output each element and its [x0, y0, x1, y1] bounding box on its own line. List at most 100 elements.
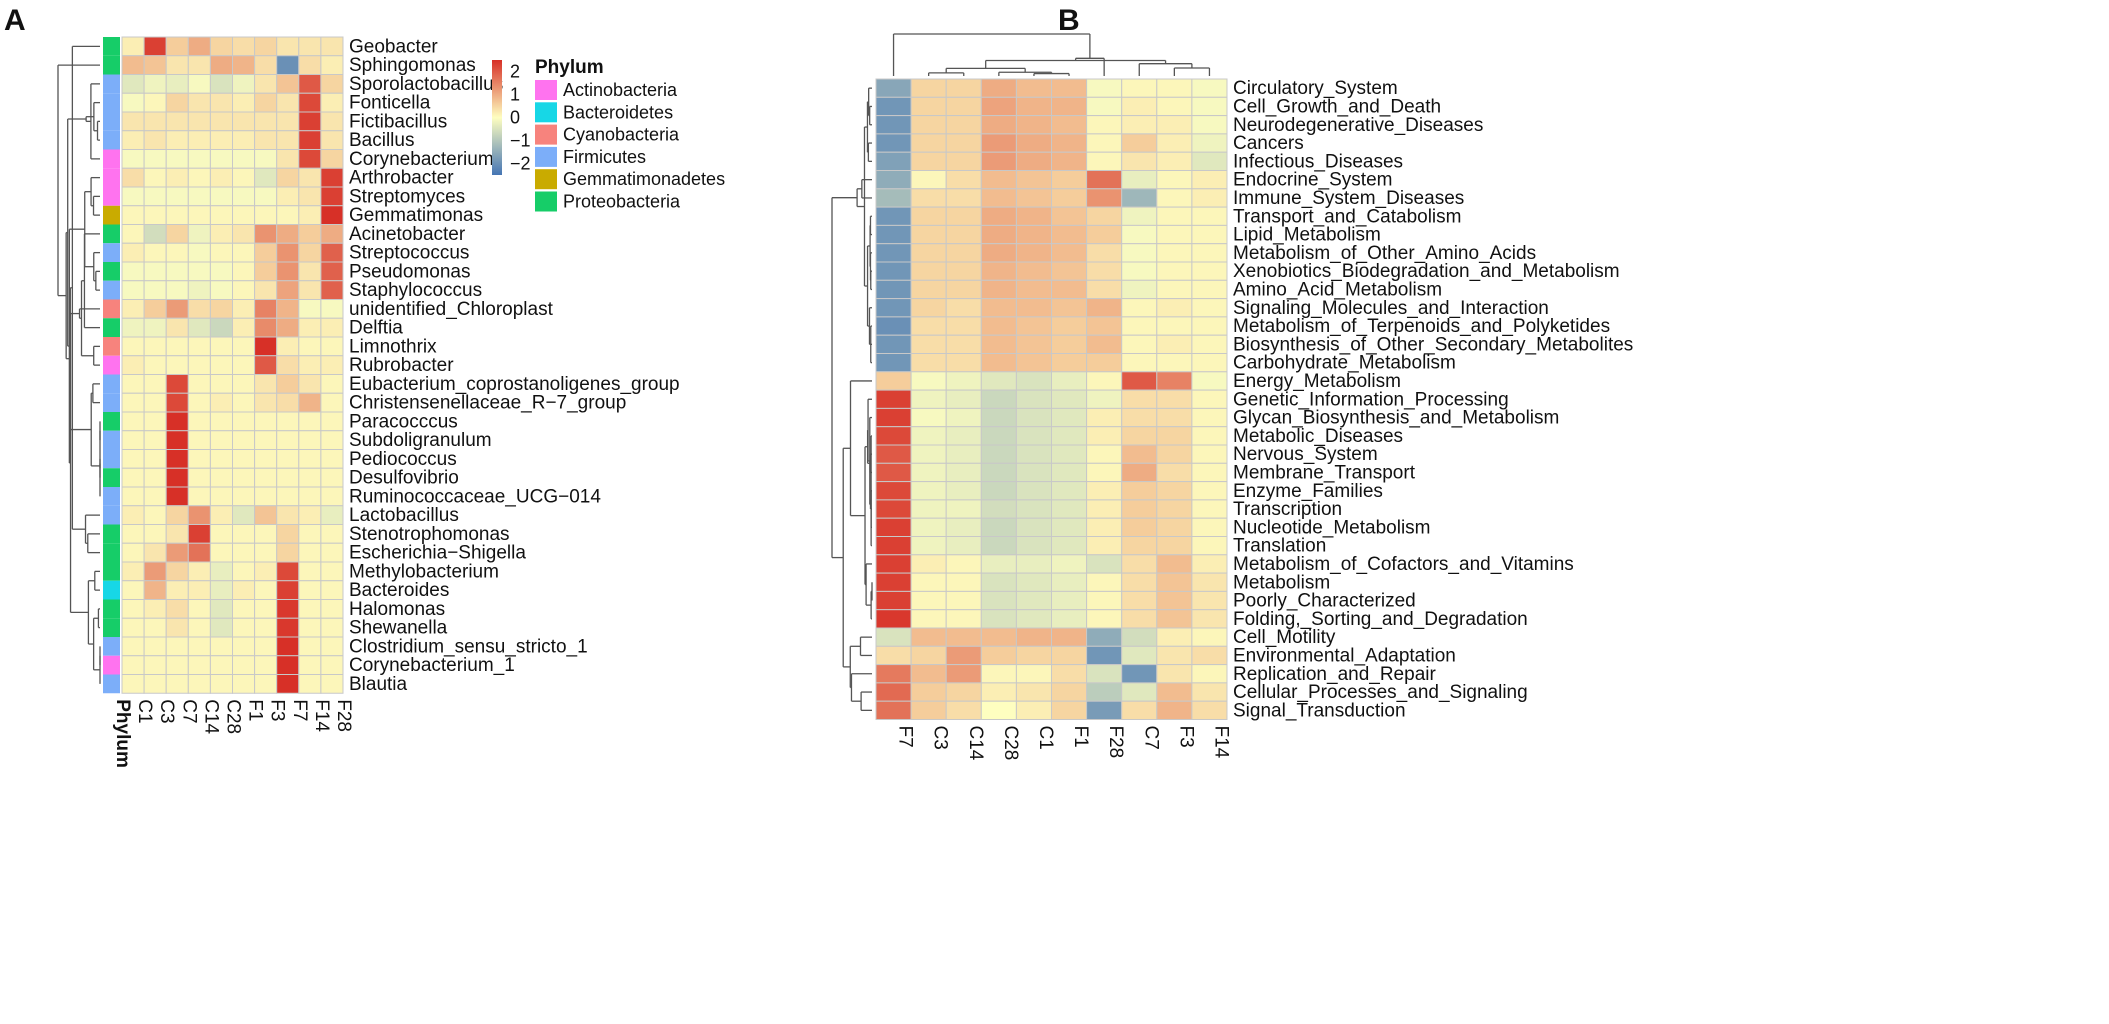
heatmap-b-cell-xenobiotics-biodegradation-and-metabolism-f3 — [1156, 261, 1193, 281]
heatmap-b-cell-energy-metabolism-c3 — [910, 371, 947, 391]
phylum-annotation-cell-geobacter — [103, 37, 120, 56]
heatmap-b-cell-metabolism-of-cofactors-and-vitamins-f28 — [1086, 554, 1123, 574]
heatmap-a-cell-sphingomonas-f3 — [254, 55, 278, 75]
heatmap-b-cell-nucleotide-metabolism-f1 — [1051, 517, 1088, 538]
heatmap-a-cell-bacillus-c28 — [209, 130, 233, 150]
heatmap-a-cell-fonticella-f1 — [232, 92, 256, 113]
heatmap-b-row-label-metabolism-of-cofactors-and-vitamins: Metabolism_of_Cofactors_and_Vitamins — [1233, 554, 1574, 575]
heatmap-a-cell-streptococcus-c3 — [143, 242, 167, 263]
heatmap-a-cell-methylobacterium-f14 — [298, 561, 322, 582]
heatmap-b-cell-cell-motility-c1 — [1015, 627, 1053, 647]
heatmap-b-cell-endocrine-system-c3 — [910, 170, 947, 190]
heatmap-a-cell-acinetobacter-f3 — [254, 224, 278, 244]
heatmap-b-cell-cell-motility-c28 — [980, 627, 1017, 647]
heatmap-a-cell-fictibacillus-f14 — [298, 111, 322, 132]
heatmap-a-cell-christensenellaceae-r-7-group-f14 — [298, 392, 322, 413]
heatmap-b-row-label-lipid-metabolism: Lipid_Metabolism — [1233, 225, 1381, 246]
heatmap-a-cell-corynebacterium-f1 — [232, 149, 256, 169]
heatmap-a-cell-streptomyces-c7 — [165, 186, 189, 207]
heatmap-a-cell-christensenellaceae-r-7-group-f28 — [320, 392, 344, 413]
heatmap-a-cell-clostridium-sensu-stricto-1-f14 — [298, 636, 322, 657]
heatmap-b-cell-infectious-diseases-f1 — [1051, 151, 1088, 171]
heatmap-a-cell-ruminococcaceae-ucg-014-c3 — [143, 486, 167, 507]
heatmap-a-cell-corynebacterium-1-f14 — [298, 655, 322, 675]
heatmap-b-cell-nucleotide-metabolism-c3 — [910, 517, 947, 538]
heatmap-b-row-label-glycan-biosynthesis-and-metabolism: Glycan_Biosynthesis_and_Metabolism — [1233, 408, 1559, 429]
heatmap-a-cell-lactobacillus-f28 — [320, 505, 344, 525]
heatmap-b-cell-metabolism-c14 — [945, 572, 982, 592]
heatmap-b-cell-metabolism-of-terpenoids-and-polyketides-c3 — [910, 316, 947, 336]
heatmap-b-cell-energy-metabolism-f28 — [1086, 371, 1123, 391]
heatmap-a-cell-gemmatimonas-c7 — [165, 205, 189, 225]
heatmap-a-cell-staphylococcus-f3 — [254, 280, 278, 300]
heatmap-a-cell-lactobacillus-f14 — [298, 505, 322, 525]
heatmap-a-cell-escherichia-shigella-f28 — [320, 542, 344, 563]
heatmap-a-cell-gemmatimonas-f1 — [232, 205, 256, 225]
heatmap-a-cell-shewanella-c7 — [165, 617, 189, 638]
heatmap-a-cell-corynebacterium-1-c28 — [209, 655, 233, 675]
heatmap-a-cell-acinetobacter-c28 — [209, 224, 233, 244]
heatmap-b-cell-translation-f7 — [875, 536, 912, 556]
heatmap-a-cell-gemmatimonas-c1 — [121, 205, 145, 225]
heatmap-b-cell-energy-metabolism-c14 — [945, 371, 982, 391]
heatmap-a-row-label-christensenellaceae-r-7-group: Christensenellaceae_R−7_group — [349, 393, 626, 414]
heatmap-b-row-label-amino-acid-metabolism: Amino_Acid_Metabolism — [1233, 279, 1442, 300]
heatmap-a-cell-paracocccus-f7 — [276, 411, 300, 432]
heatmap-a-cell-acinetobacter-f28 — [320, 224, 344, 244]
heatmap-a-cell-delftia-c1 — [121, 317, 145, 338]
heatmap-b-cell-transcription-c7 — [1121, 499, 1158, 519]
heatmap-a-row-label-paracocccus: Paracocccus — [349, 411, 458, 432]
heatmap-a-cell-staphylococcus-c3 — [143, 280, 167, 300]
heatmap-a-cell-methylobacterium-c1 — [121, 561, 145, 582]
heatmap-a-cell-bacillus-f1 — [232, 130, 256, 150]
heatmap-a-cell-lactobacillus-c7 — [165, 505, 189, 525]
heatmap-a-cell-lactobacillus-f3 — [254, 505, 278, 525]
heatmap-b-cell-cancers-c1 — [1015, 133, 1053, 153]
heatmap-b-cell-metabolism-of-cofactors-and-vitamins-c7 — [1121, 554, 1158, 574]
heatmap-a-cell-unidentified-chloroplast-f1 — [232, 299, 256, 319]
heatmap-b-cell-biosynthesis-of-other-secondary-metabolites-f14 — [1191, 334, 1228, 355]
heatmap-b-row-label-xenobiotics-biodegradation-and-metabolism: Xenobiotics_Biodegradation_and_Metabolis… — [1233, 261, 1620, 282]
heatmap-a-cell-bacteroides-f3 — [254, 580, 278, 600]
heatmap-b-cell-membrane-transport-f14 — [1191, 462, 1228, 483]
heatmap-b-cell-translation-c28 — [980, 536, 1017, 556]
heatmap-a-cell-halomonas-f28 — [320, 599, 344, 619]
heatmap-b-cell-xenobiotics-biodegradation-and-metabolism-c3 — [910, 261, 947, 281]
phylum-legend-label-firmicutes: Firmicutes — [563, 147, 646, 167]
heatmap-b-cell-cancers-f28 — [1086, 133, 1123, 153]
heatmap-a-row-label-clostridium-sensu-stricto-1: Clostridium_sensu_stricto_1 — [349, 636, 588, 657]
heatmap-a-cell-acinetobacter-f7 — [276, 224, 300, 244]
heatmap-a-cell-corynebacterium-1-f28 — [320, 655, 344, 675]
heatmap-a-cell-arthrobacter-c1 — [121, 167, 145, 188]
heatmap-b-cell-poorly-characterized-c28 — [980, 590, 1017, 611]
heatmap-b-cell-translation-f28 — [1086, 536, 1123, 556]
heatmap-a-cell-subdoligranulum-f14 — [298, 430, 322, 450]
heatmap-b-cell-carbohydrate-metabolism-f14 — [1191, 353, 1228, 373]
heatmap-a-cell-eubacterium-coprostanoligenes-group-f7 — [276, 374, 300, 394]
heatmap-a-col-label-f1: F1 — [245, 699, 266, 721]
heatmap-a-row-label-gemmatimonas: Gemmatimonas — [349, 205, 483, 226]
heatmap-b-cell-environmental-adaptation-c7 — [1121, 645, 1158, 666]
heatmap-b-col-label-c7: C7 — [1140, 726, 1161, 750]
heatmap-b-cell-metabolism-c3 — [910, 572, 947, 592]
heatmap-b-cell-nervous-system-f7 — [875, 444, 912, 464]
heatmap-b-col-label-f3: F3 — [1175, 726, 1196, 748]
heatmap-b-cell-metabolic-diseases-f3 — [1156, 426, 1193, 446]
heatmap-a-cell-pediococcus-f28 — [320, 449, 344, 469]
heatmap-a-cell-clostridium-sensu-stricto-1-c14 — [187, 636, 211, 657]
phylum-legend-swatch-actinobacteria — [535, 80, 557, 100]
heatmap-a-cell-paracocccus-c3 — [143, 411, 167, 432]
heatmap-a-cell-paracocccus-f1 — [232, 411, 256, 432]
heatmap-b-cell-signal-transduction-f7 — [875, 700, 912, 721]
heatmap-b-cell-infectious-diseases-c14 — [945, 151, 982, 171]
heatmap-a-cell-bacteroides-f14 — [298, 580, 322, 600]
heatmap-b-cell-metabolic-diseases-c28 — [980, 426, 1017, 446]
heatmap-a-cell-acinetobacter-f1 — [232, 224, 256, 244]
heatmap-a-row-label-desulfovibrio: Desulfovibrio — [349, 468, 459, 489]
heatmap-a-cell-halomonas-c7 — [165, 599, 189, 619]
heatmap-b-cell-xenobiotics-biodegradation-and-metabolism-f14 — [1191, 261, 1228, 281]
phylum-annotation-cell-sphingomonas — [103, 55, 120, 75]
heatmap-a-cell-subdoligranulum-f7 — [276, 430, 300, 450]
phylum-annotation-cell-subdoligranulum — [103, 430, 120, 450]
heatmap-b-cell-environmental-adaptation-f3 — [1156, 645, 1193, 666]
